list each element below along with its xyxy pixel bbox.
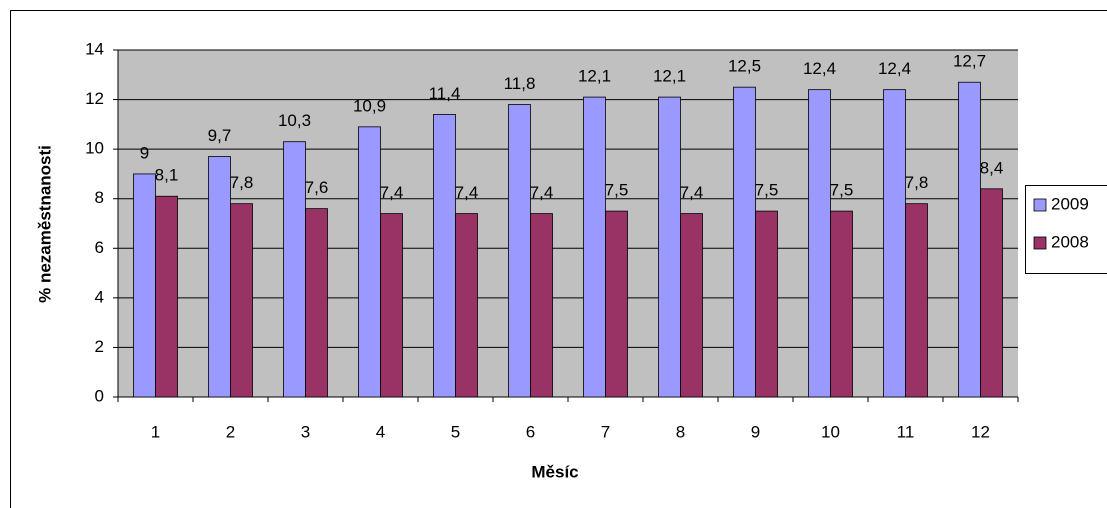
bar: [605, 210, 628, 398]
value-label: 12,5: [728, 57, 761, 76]
x-tick-label: 8: [676, 422, 685, 441]
x-tick-label: 5: [451, 422, 460, 441]
bar: [755, 210, 778, 398]
bar: [230, 203, 253, 398]
value-label: 11,4: [429, 84, 461, 103]
bar: [680, 213, 703, 398]
value-label: 7,6: [305, 178, 329, 197]
x-tick-label: 6: [526, 422, 535, 441]
bar: [980, 188, 1003, 398]
value-label: 7,8: [905, 173, 929, 192]
y-tick-label: 6: [95, 238, 104, 257]
value-label: 11,8: [504, 74, 536, 93]
value-label: 7,5: [830, 181, 854, 200]
y-axis-label: % nezaměstnanosti: [35, 145, 54, 303]
value-label: 12,4: [878, 59, 911, 78]
value-label: 7,8: [230, 173, 254, 192]
value-label: 9: [140, 143, 149, 162]
value-label: 7,5: [755, 181, 779, 200]
x-tick-label: 2: [226, 422, 235, 441]
y-tick-label: 12: [85, 89, 104, 108]
value-label: 7,4: [530, 183, 554, 202]
legend-label: 2008: [1051, 232, 1089, 251]
y-tick-label: 4: [95, 287, 104, 306]
y-tick-label: 10: [85, 139, 104, 158]
x-tick-label: 10: [821, 422, 840, 441]
value-label: 10,9: [353, 96, 386, 115]
bar: [358, 126, 381, 398]
bar: [155, 195, 178, 398]
bar: [583, 96, 606, 398]
bar: [830, 210, 853, 398]
plot-area: [118, 50, 1018, 397]
value-label: 7,5: [605, 181, 629, 200]
value-label: 7,4: [380, 183, 404, 202]
x-tick-label: 12: [971, 422, 990, 441]
y-tick-label: 2: [95, 337, 104, 356]
y-tick-label: 14: [85, 39, 104, 58]
value-label: 8,1: [155, 166, 179, 185]
legend-swatch: [1033, 236, 1047, 250]
bar: [905, 203, 928, 398]
value-label: 12,4: [803, 59, 836, 78]
value-label: 12,7: [953, 52, 986, 71]
value-label: 9,7: [208, 126, 232, 145]
bar: [433, 114, 456, 398]
bar: [283, 141, 306, 398]
legend-label: 2009: [1051, 194, 1089, 213]
bar: [530, 213, 553, 398]
value-label: 7,4: [455, 183, 479, 202]
value-label: 12,1: [653, 67, 686, 86]
x-tick-label: 4: [376, 422, 385, 441]
value-label: 8,4: [980, 158, 1004, 177]
y-tick-label: 0: [95, 386, 104, 405]
bar: [658, 96, 681, 398]
bar: [958, 81, 981, 398]
x-tick-label: 7: [601, 422, 610, 441]
y-tick-label: 8: [95, 188, 104, 207]
x-tick-label: 3: [301, 422, 310, 441]
bar: [133, 173, 156, 398]
bar: [208, 156, 231, 398]
x-tick-label: 9: [751, 422, 760, 441]
x-tick-label: 11: [897, 422, 915, 441]
bar: [808, 89, 831, 398]
x-tick-label: 1: [151, 422, 160, 441]
bar: [455, 213, 478, 398]
value-label: 7,4: [680, 183, 704, 202]
x-axis-label: Měsíc: [531, 462, 578, 481]
value-label: 10,3: [278, 111, 311, 130]
legend-swatch: [1033, 198, 1047, 212]
bar: [883, 89, 906, 398]
bar: [733, 86, 756, 398]
value-label: 12,1: [578, 67, 611, 86]
bar: [305, 208, 328, 398]
bar: [508, 104, 531, 398]
bar: [380, 213, 403, 398]
